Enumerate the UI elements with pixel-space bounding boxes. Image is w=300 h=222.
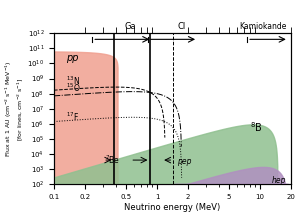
Text: pep: pep [177, 157, 191, 166]
Text: $^{15}$O: $^{15}$O [66, 82, 80, 95]
Text: $^{13}$N: $^{13}$N [66, 75, 80, 87]
Text: Cl: Cl [178, 22, 186, 31]
Text: $^{17}$F: $^{17}$F [66, 111, 79, 123]
Text: Kamiokande: Kamiokande [239, 22, 286, 31]
Y-axis label: Flux at 1 AU (cm$^{-2}$ s$^{-1}$ MeV$^{-1}$)
[for lines, cm$^{-2}$ s$^{-1}$]: Flux at 1 AU (cm$^{-2}$ s$^{-1}$ MeV$^{-… [3, 61, 25, 157]
Text: $^{8}$B: $^{8}$B [250, 120, 263, 134]
Text: Ga: Ga [124, 22, 136, 31]
Text: pp: pp [66, 53, 78, 63]
Text: $^{7}$Be: $^{7}$Be [105, 154, 120, 166]
X-axis label: Neutrino energy (MeV): Neutrino energy (MeV) [124, 203, 220, 212]
Text: hep: hep [272, 176, 286, 185]
